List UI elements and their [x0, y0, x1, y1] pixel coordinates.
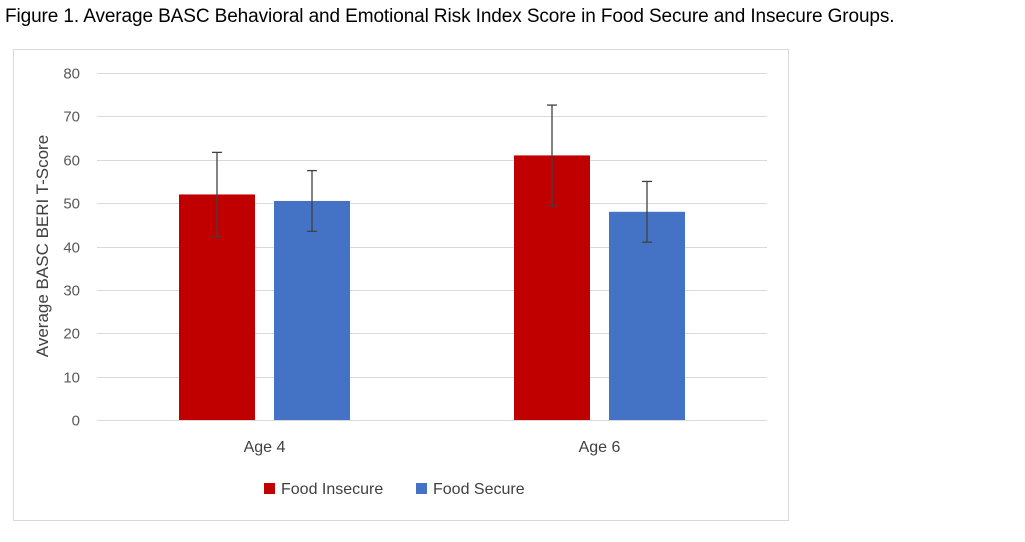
y-tick-label: 0: [72, 413, 80, 430]
y-tick-label: 30: [63, 283, 80, 300]
y-tick-label: 60: [63, 153, 80, 170]
bar: [274, 200, 350, 420]
legend-swatch: [264, 483, 275, 494]
y-tick-label: 10: [63, 370, 80, 387]
x-category-label: Age 4: [244, 439, 286, 456]
figure-caption: Figure 1. Average BASC Behavioral and Em…: [5, 6, 895, 27]
y-axis-label: Average BASC BERI T-Score: [33, 135, 52, 357]
y-tick-label: 20: [63, 326, 80, 343]
y-tick-label: 50: [63, 196, 80, 213]
x-category-label: Age 6: [579, 439, 621, 456]
legend-label: Food Insecure: [281, 481, 383, 498]
bar: [609, 211, 685, 420]
y-tick-label: 80: [63, 66, 80, 83]
y-tick-label: 40: [63, 240, 80, 257]
y-tick-label: 70: [63, 109, 80, 126]
legend-label: Food Secure: [433, 481, 525, 498]
legend-swatch: [416, 483, 427, 494]
